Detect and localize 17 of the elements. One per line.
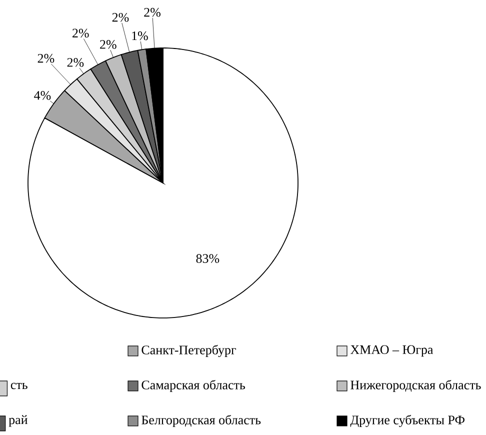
legend-label: Самарская область [142, 380, 246, 392]
legend-label: Белгородская область [142, 414, 261, 428]
legend-label: Санкт-Петербург [142, 344, 236, 358]
legend-label: Нижегородская область [350, 380, 481, 392]
data-label: 2% [72, 28, 89, 38]
legend-label: Другие субъекты РФ [350, 414, 464, 428]
legend-label: сть [10, 382, 28, 390]
data-label: 2% [67, 58, 84, 67]
data-label: 2% [100, 40, 116, 49]
data-label: 1% [132, 31, 148, 40]
data-label: 2% [38, 54, 54, 63]
data-label: 4% [34, 91, 51, 100]
legend-label: ХМАО – Югра [350, 345, 434, 357]
data-label: 2% [112, 12, 129, 22]
legend-label: рай [8, 415, 28, 427]
data-label: 2% [144, 8, 160, 17]
data-label: 83% [196, 254, 220, 263]
